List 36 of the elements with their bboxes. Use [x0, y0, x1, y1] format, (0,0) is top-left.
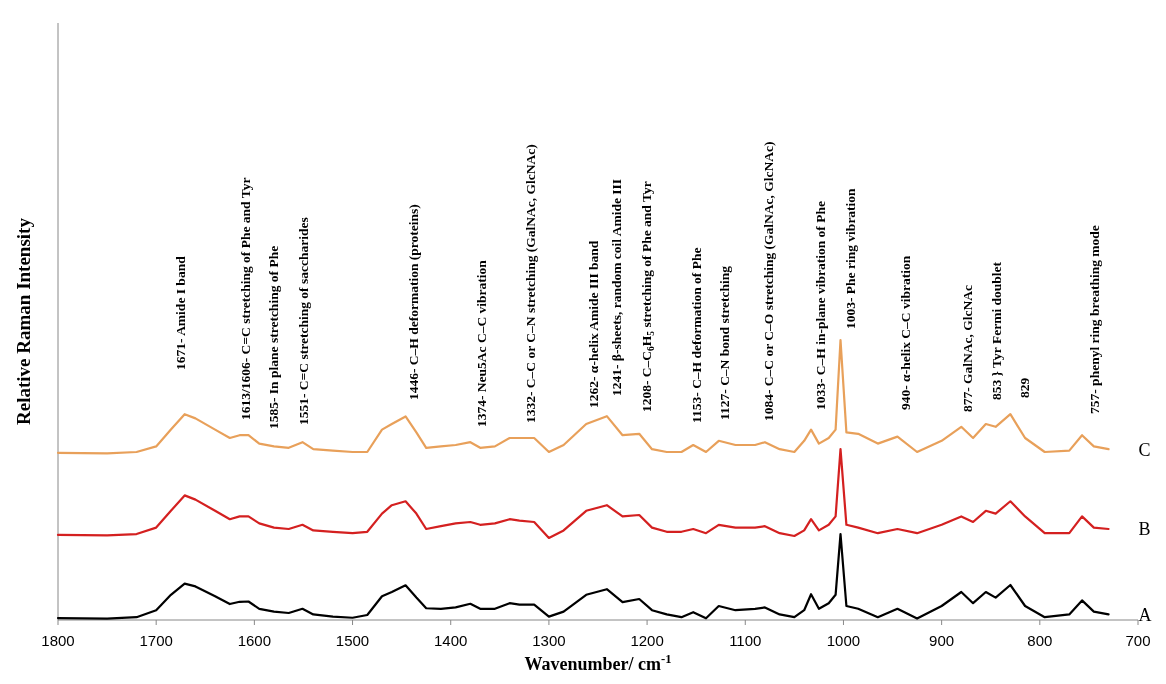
- annotation: 757- phenyl ring breathing mode: [1086, 225, 1102, 414]
- x-tick-label: 1000: [826, 632, 861, 649]
- annotation: 1153- C–H deformation of Phe: [688, 247, 704, 423]
- x-tick-label: 1800: [41, 632, 75, 649]
- annotation: 940- α-helix C–C vibration: [897, 255, 913, 410]
- annotation: 1033- C–H in-plane vibration of Phe: [812, 201, 828, 410]
- annotation: 1671- Amide I band: [172, 255, 188, 370]
- x-tick-label: 1200: [630, 632, 664, 649]
- annotation: 1084- C–C or C–O stretching (GalNAc, GlcNAc): [760, 141, 776, 421]
- annotation: 877- GalNAc, GlcNAc: [959, 284, 975, 412]
- annotation: 1262- α-helix Amide III band: [585, 240, 601, 408]
- x-axis-title: Wavenumber/ cm$^{-1}$: [524, 652, 672, 674]
- annotation: 829: [1016, 377, 1032, 398]
- annotation: 1332- C–C or C–N stretching (GalNAc, GlcNAc): [522, 144, 538, 423]
- annotation: 1551- C=C stretching of saccharides: [295, 217, 311, 425]
- x-tick-label: 1700: [139, 632, 173, 649]
- annotation: 1127- C–N bond stretching: [716, 265, 732, 420]
- x-tick-label: 1500: [335, 632, 370, 649]
- annotation: 1446- C–H deformation (proteins): [405, 204, 421, 400]
- x-tick-label: 700: [1125, 632, 1151, 649]
- annotation: 1585- In plane stretching of Phe: [265, 245, 281, 429]
- series-label: C: [1138, 439, 1151, 460]
- annotation: 1374- Neu5Ac C–C vibration: [473, 259, 489, 427]
- series-label: B: [1138, 519, 1151, 540]
- series-label: A: [1138, 604, 1152, 625]
- x-tick-label: 1600: [237, 632, 272, 649]
- text: 1003- Phe ring vibration: [842, 187, 858, 329]
- y-axis-title: Relative Raman Intensity: [13, 217, 34, 425]
- annotation: 1613/1606- C=C stretching of Phe and Tyr: [237, 177, 253, 420]
- x-tick-label: 1100: [729, 632, 762, 649]
- x-tick-label: 1300: [532, 632, 566, 649]
- x-tick-label: 1400: [434, 632, 468, 649]
- annotation: 853 } Tyr Fermi doublet: [988, 261, 1004, 400]
- x-tick-label: 900: [929, 632, 955, 649]
- annotation: 1241- β-sheets, random coil Amide III: [608, 178, 624, 396]
- x-tick-label: 800: [1027, 632, 1053, 649]
